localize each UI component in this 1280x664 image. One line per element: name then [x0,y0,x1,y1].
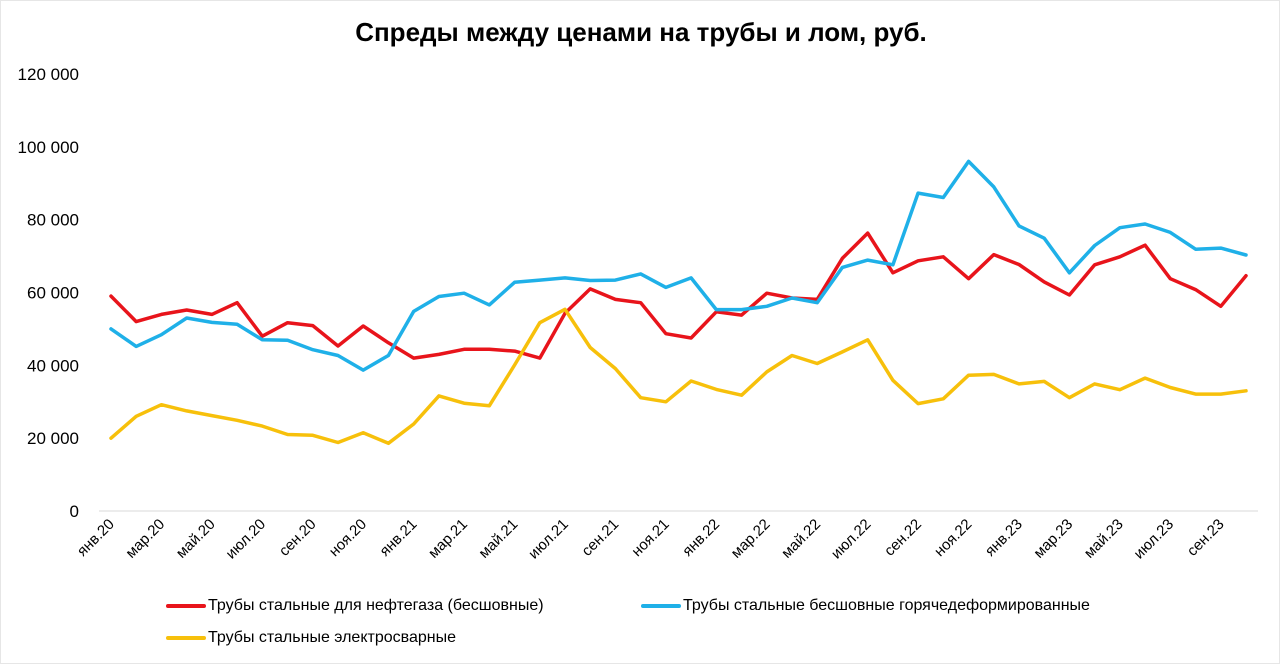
legend-swatch-1 [166,604,206,608]
x-tick-label: май.20 [173,516,219,562]
y-tick-label: 80 000 [27,211,79,230]
series-lines [109,159,1248,446]
x-tick-label: сен.21 [578,516,622,560]
x-tick-label: ноя.20 [326,516,370,560]
x-tick-label: янв.23 [982,516,1026,560]
x-tick-label: июл.23 [1131,516,1178,563]
y-tick-label: 40 000 [27,356,79,375]
x-tick-label: сен.23 [1184,516,1228,560]
x-tick-label: май.23 [1081,516,1127,562]
x-tick-label: ноя.21 [628,516,672,560]
y-axis: 0 20 000 40 000 60 000 80 000 100 000 120 000 [18,65,79,521]
x-tick-label: мар.22 [728,516,774,562]
y-tick-label: 100 000 [18,138,79,157]
x-tick-label: июл.20 [223,516,270,563]
x-tick-label: сен.20 [276,516,320,560]
series-line-1 [109,231,1248,360]
x-tick-label: сен.22 [881,516,925,560]
y-tick-label: 20 000 [27,429,79,448]
legend-item-2: Трубы стальные бесшовные горячедеформиро… [641,597,1090,615]
legend-swatch-3 [166,636,206,640]
x-tick-label: мар.23 [1030,516,1076,562]
y-tick-label: 120 000 [18,65,79,84]
legend-item-1: Трубы стальные для нефтегаза (бесшовные) [166,597,544,615]
x-tick-label: июл.21 [525,516,572,563]
x-tick-label: ноя.22 [931,516,975,560]
y-tick-label: 0 [70,502,79,521]
legend-label-2: Трубы стальные бесшовные горячедеформиро… [683,597,1090,614]
x-axis: янв.20 мар.20 май.20 июл.20 сен.20 ноя.20 янв.… [74,510,1258,563]
y-tick-label: 60 000 [27,284,79,303]
x-tick-label: янв.20 [74,516,118,560]
x-tick-label: июл.22 [828,516,875,563]
chart-title: Спреды между ценами на трубы и лом, руб. [355,17,927,47]
x-tick-label: янв.22 [679,516,723,560]
legend-label-3: Трубы стальные электросварные [208,629,456,646]
x-tick-label: май.21 [475,516,521,562]
x-tick-label: май.22 [778,516,824,562]
x-tick-label: мар.21 [425,516,471,562]
x-tick-label: янв.21 [376,516,420,560]
x-tick-label: мар.20 [122,516,168,562]
legend-swatch-2 [641,604,681,608]
legend-label-1: Трубы стальные для нефтегаза (бесшовные) [208,597,544,614]
series-line-2 [109,159,1248,372]
legend-item-3: Трубы стальные электросварные [166,629,456,647]
series-line-3 [109,307,1248,446]
